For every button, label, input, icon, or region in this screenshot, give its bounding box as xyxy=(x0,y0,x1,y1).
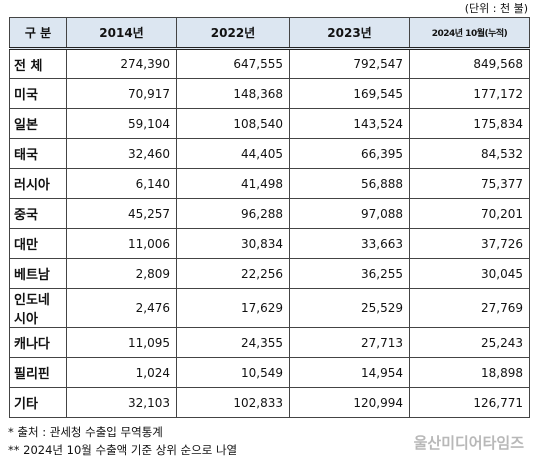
value-cell: 148,368 xyxy=(176,78,290,109)
value-cell: 41,498 xyxy=(176,168,290,199)
order-note: ** 2024년 10월 수출액 기준 상위 순으로 나열 xyxy=(8,443,238,457)
row-label: 중국 xyxy=(9,198,67,229)
value-cell: 66,395 xyxy=(289,138,410,169)
value-cell: 27,769 xyxy=(409,288,530,328)
value-cell: 102,833 xyxy=(176,387,290,418)
table-body: 전 체 274,390 647,555 792,547 849,568 미국 70,917 1… xyxy=(9,48,530,418)
header-cell: 2024년 10월(누적) xyxy=(409,17,530,50)
unit-label: (단위 : 천 불) xyxy=(464,2,528,15)
value-cell: 17,629 xyxy=(176,288,290,328)
value-cell: 70,917 xyxy=(66,78,177,109)
value-cell: 18,898 xyxy=(409,357,530,388)
row-label: 필리핀 xyxy=(9,357,67,388)
table-row: 기타 32,103 102,833 120,994 126,771 xyxy=(9,387,530,418)
value-cell: 84,532 xyxy=(409,138,530,169)
table-row: 미국 70,917 148,368 169,545 177,172 xyxy=(9,78,530,109)
value-cell: 2,476 xyxy=(66,288,177,328)
value-cell: 59,104 xyxy=(66,108,177,139)
table-row: 러시아 6,140 41,498 56,888 75,377 xyxy=(9,168,530,199)
value-cell: 37,726 xyxy=(409,228,530,259)
value-cell: 44,405 xyxy=(176,138,290,169)
value-cell: 33,663 xyxy=(289,228,410,259)
value-cell: 24,355 xyxy=(176,327,290,358)
value-cell: 108,540 xyxy=(176,108,290,139)
value-cell: 70,201 xyxy=(409,198,530,229)
row-label: 캐나다 xyxy=(9,327,67,358)
value-cell: 647,555 xyxy=(176,48,290,79)
value-cell: 849,568 xyxy=(409,48,530,79)
row-label: 전 체 xyxy=(9,48,67,79)
value-cell: 6,140 xyxy=(66,168,177,199)
header-cell: 2014년 xyxy=(66,17,177,50)
value-cell: 32,103 xyxy=(66,387,177,418)
value-cell: 175,834 xyxy=(409,108,530,139)
value-cell: 11,095 xyxy=(66,327,177,358)
value-cell: 120,994 xyxy=(289,387,410,418)
export-table: 구 분 2014년 2022년 2023년 2024년 10월(누적) 전 체 274,3… xyxy=(9,17,530,418)
value-cell: 27,713 xyxy=(289,327,410,358)
value-cell: 126,771 xyxy=(409,387,530,418)
row-label: 러시아 xyxy=(9,168,67,199)
value-cell: 274,390 xyxy=(66,48,177,79)
value-cell: 1,024 xyxy=(66,357,177,388)
value-cell: 32,460 xyxy=(66,138,177,169)
header-cell: 2022년 xyxy=(176,17,290,50)
source-note: * 출처 : 관세청 수출입 무역통계 xyxy=(8,425,163,439)
value-cell: 14,954 xyxy=(289,357,410,388)
value-cell: 143,524 xyxy=(289,108,410,139)
table-row: 중국 45,257 96,288 97,088 70,201 xyxy=(9,198,530,229)
table-row: 베트남 2,809 22,256 36,255 30,045 xyxy=(9,258,530,289)
value-cell: 792,547 xyxy=(289,48,410,79)
row-label: 일본 xyxy=(9,108,67,139)
watermark: 울산미디어타임즈 xyxy=(413,434,524,452)
header-row: 구 분 2014년 2022년 2023년 2024년 10월(누적) xyxy=(9,17,530,50)
value-cell: 30,045 xyxy=(409,258,530,289)
value-cell: 36,255 xyxy=(289,258,410,289)
table-row: 전 체 274,390 647,555 792,547 849,568 xyxy=(9,48,530,79)
value-cell: 2,809 xyxy=(66,258,177,289)
value-cell: 56,888 xyxy=(289,168,410,199)
value-cell: 25,243 xyxy=(409,327,530,358)
table-row: 필리핀 1,024 10,549 14,954 18,898 xyxy=(9,357,530,388)
row-label: 베트남 xyxy=(9,258,67,289)
table-row: 일본 59,104 108,540 143,524 175,834 xyxy=(9,108,530,139)
row-label: 인도네시아 xyxy=(9,288,67,328)
table-row: 인도네시아 2,476 17,629 25,529 27,769 xyxy=(9,288,530,328)
row-label: 기타 xyxy=(9,387,67,418)
value-cell: 97,088 xyxy=(289,198,410,229)
value-cell: 96,288 xyxy=(176,198,290,229)
value-cell: 45,257 xyxy=(66,198,177,229)
value-cell: 177,172 xyxy=(409,78,530,109)
header-cell: 2023년 xyxy=(289,17,410,50)
value-cell: 25,529 xyxy=(289,288,410,328)
table-row: 대만 11,006 30,834 33,663 37,726 xyxy=(9,228,530,259)
value-cell: 10,549 xyxy=(176,357,290,388)
value-cell: 75,377 xyxy=(409,168,530,199)
row-label: 대만 xyxy=(9,228,67,259)
table-row: 캐나다 11,095 24,355 27,713 25,243 xyxy=(9,327,530,358)
value-cell: 169,545 xyxy=(289,78,410,109)
value-cell: 11,006 xyxy=(66,228,177,259)
row-label: 태국 xyxy=(9,138,67,169)
table-row: 태국 32,460 44,405 66,395 84,532 xyxy=(9,138,530,169)
header-cell: 구 분 xyxy=(9,17,67,50)
row-label: 미국 xyxy=(9,78,67,109)
value-cell: 22,256 xyxy=(176,258,290,289)
value-cell: 30,834 xyxy=(176,228,290,259)
